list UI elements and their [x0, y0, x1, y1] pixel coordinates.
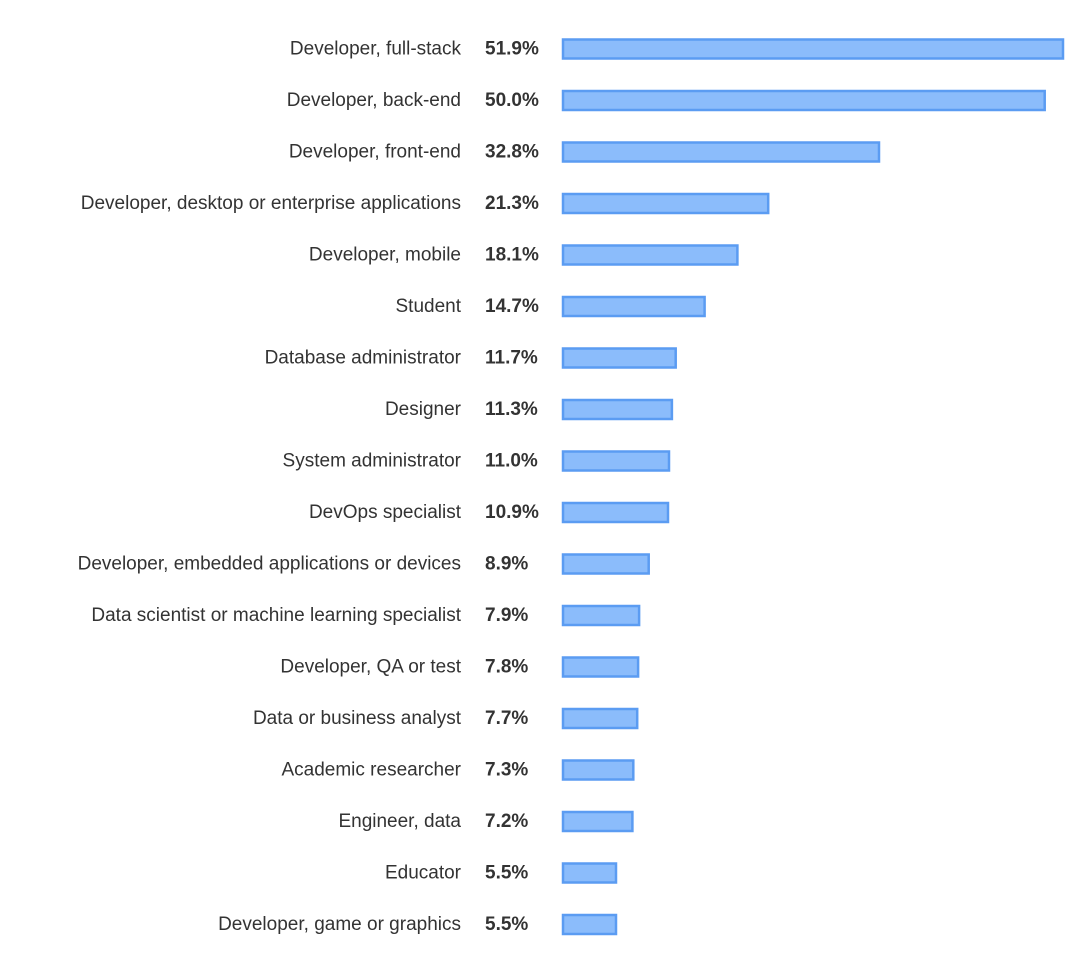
category-label: Developer, back-end — [287, 90, 461, 111]
bar — [561, 141, 881, 163]
chart-rows: Developer, full-stack 51.9% Developer, bac… — [78, 38, 1065, 936]
bar — [561, 553, 650, 575]
value-label: 50.0% — [485, 90, 539, 111]
bar — [561, 501, 670, 524]
category-label: Developer, desktop or enterprise applica… — [81, 193, 461, 214]
bar — [561, 38, 1065, 60]
bar — [561, 604, 641, 627]
category-label: Developer, full-stack — [290, 39, 462, 60]
bar — [561, 89, 1046, 112]
category-label: Student — [396, 296, 462, 317]
bar — [561, 707, 639, 730]
category-label: Developer, game or graphics — [218, 914, 461, 935]
value-label: 21.3% — [485, 193, 539, 214]
category-label: Data scientist or machine learning speci… — [91, 605, 461, 626]
bar — [561, 656, 640, 678]
bar — [561, 913, 618, 936]
value-label: 14.7% — [485, 296, 539, 317]
value-label: 7.7% — [485, 708, 528, 729]
bar — [561, 862, 618, 884]
value-label: 11.7% — [485, 348, 538, 369]
value-label: 7.2% — [485, 811, 528, 832]
category-label: Developer, embedded applications or devi… — [78, 554, 461, 575]
category-label: DevOps specialist — [309, 502, 462, 523]
category-label: Designer — [385, 399, 462, 420]
value-label: 10.9% — [485, 502, 539, 523]
category-label: Developer, front-end — [289, 142, 461, 163]
category-label: Database administrator — [265, 348, 462, 369]
bar — [561, 398, 674, 421]
category-label: Developer, QA or test — [280, 657, 461, 678]
value-label: 5.5% — [485, 914, 528, 935]
bar — [561, 244, 739, 266]
bar — [561, 295, 706, 318]
value-label: 7.9% — [485, 605, 528, 626]
value-label: 32.8% — [485, 142, 539, 163]
category-label: Data or business analyst — [253, 708, 462, 729]
category-label: Developer, mobile — [309, 245, 461, 266]
value-label: 11.0% — [485, 451, 538, 472]
value-label: 51.9% — [485, 39, 539, 60]
bar — [561, 192, 770, 215]
bar — [561, 759, 635, 781]
value-label: 11.3% — [485, 399, 538, 420]
value-label: 7.3% — [485, 760, 528, 781]
bar — [561, 450, 671, 472]
bar — [561, 347, 677, 369]
bar — [561, 810, 634, 833]
value-label: 7.8% — [485, 657, 528, 678]
category-label: Engineer, data — [338, 811, 461, 832]
value-label: 5.5% — [485, 863, 528, 884]
category-label: Educator — [385, 863, 462, 884]
category-label: System administrator — [283, 451, 462, 472]
category-label: Academic researcher — [281, 760, 461, 781]
value-label: 8.9% — [485, 554, 528, 575]
value-label: 18.1% — [485, 245, 539, 266]
